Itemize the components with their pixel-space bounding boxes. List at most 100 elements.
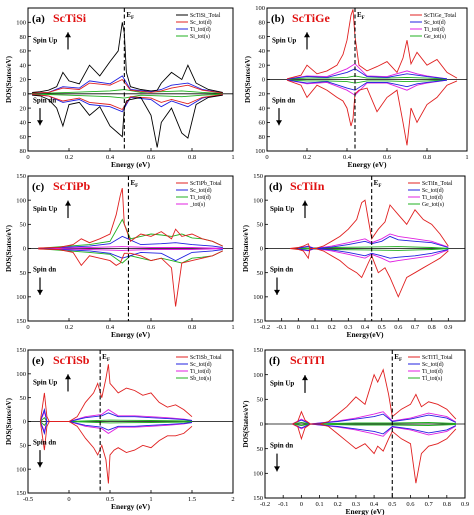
y-tick-label: 100: [253, 471, 263, 478]
series-line-dn: [286, 79, 448, 96]
x-tick-label: 0.8: [428, 324, 436, 331]
y-axis-label: DOS(States/eV): [244, 55, 252, 103]
fermi-label: EF: [102, 353, 110, 363]
x-tick-label: 0.7: [411, 324, 420, 331]
spin-up-arrow-head: [304, 32, 310, 38]
legend-label: Si_tot(s): [190, 33, 210, 40]
y-tick-label: 100: [16, 294, 26, 301]
y-tick-label: 80: [20, 34, 27, 41]
series-line-dn: [289, 248, 449, 298]
legend-label: Ge_tot(s): [424, 33, 446, 40]
x-tick-label: 0.4: [361, 324, 370, 331]
series-line-up: [286, 68, 448, 80]
x-tick-label: 0.2: [334, 501, 342, 508]
x-tick-label: 0: [265, 154, 268, 161]
fermi-label: EF: [130, 179, 138, 189]
x-tick-label: 0.1: [311, 324, 319, 331]
panel-6: -0.2 -0.1 0 0.1 0.2 0.3 0.4 0.5 0.6 0.7 0.8 0.9 150 1…: [242, 347, 469, 515]
y-tick-label: 0: [23, 246, 26, 253]
panel-title: ScTiIn: [290, 179, 325, 193]
y-axis-label: DOS(States/eV): [5, 55, 13, 103]
x-tick-label: 0.6: [406, 501, 415, 508]
legend-label: _tot(s): [189, 201, 205, 208]
spin-dn-label: Spin dn: [270, 266, 293, 274]
spin-dn-arrow-head: [37, 289, 43, 295]
y-tick-label: 0: [23, 91, 26, 98]
spin-up-label: Spin Up: [270, 380, 294, 388]
y-tick-label: 60: [20, 134, 27, 141]
x-tick-label: -0.1: [277, 324, 287, 331]
spin-up-arrow-head: [65, 200, 71, 206]
spin-up-arrow-head: [302, 200, 308, 206]
fermi-label: EF: [126, 11, 134, 21]
series-group: [292, 368, 457, 484]
y-tick-label: 60: [20, 48, 27, 55]
panel-3: 0 0.2 0.4 0.6 0.8 1 150 100 50 0 50 100 150 EF (c) ScTi…: [5, 173, 235, 339]
x-tick-label: 0: [26, 154, 29, 161]
y-axis-label: DOS(States/eV): [242, 400, 250, 448]
y-tick-label: 50: [20, 270, 27, 277]
y-tick-label: 150: [16, 347, 26, 354]
legend-label: ScTiPb_Total: [190, 181, 222, 187]
x-tick-label: 0.6: [147, 154, 156, 161]
series-line-dn: [32, 94, 223, 113]
legend-label: Ti_tot(d): [190, 26, 211, 33]
panel-title: ScTiSi: [53, 11, 87, 25]
series-line-up: [38, 187, 223, 249]
x-tick-label: 1: [149, 496, 152, 503]
x-axis-label: Energy (eV): [346, 507, 385, 515]
spin-dn-label: Spin dn: [33, 438, 56, 446]
spin-dn-label: Spin dn: [33, 266, 56, 274]
x-tick-label: 0: [300, 501, 303, 508]
series-line-dn: [32, 94, 223, 111]
legend-label: Sc_tot(d): [190, 19, 212, 26]
series-group: [286, 9, 458, 146]
x-tick-label: 0.8: [443, 501, 451, 508]
panel-letter: (e): [32, 355, 45, 367]
y-tick-label: 50: [257, 397, 264, 404]
spin-dn-arrow-head: [37, 120, 43, 126]
y-tick-label: 80: [259, 134, 266, 141]
y-tick-label: 100: [255, 148, 265, 155]
spin-dn-label: Spin dn: [270, 442, 293, 450]
series-line-up: [292, 422, 456, 425]
panel-title: ScTiSb: [53, 353, 90, 367]
y-tick-label: 100: [16, 20, 26, 27]
x-tick-label: 0.8: [188, 154, 196, 161]
series-line-dn: [286, 79, 448, 84]
series-line-up: [286, 9, 458, 80]
x-tick-label: 0.4: [370, 501, 379, 508]
y-tick-label: 20: [259, 62, 266, 69]
panel-title: ScTiGe: [292, 11, 330, 25]
y-tick-label: 50: [257, 222, 264, 229]
y-tick-label: 100: [255, 5, 265, 12]
x-tick-label: 0.6: [383, 154, 392, 161]
y-tick-label: 150: [16, 173, 26, 180]
series-line-up: [286, 63, 448, 80]
legend-label: Ge_tot(s): [422, 201, 444, 208]
y-tick-label: 150: [253, 495, 263, 502]
y-tick-label: 40: [20, 120, 27, 127]
y-tick-label: 150: [16, 490, 26, 497]
legend-label: Sc_tot(d): [190, 187, 212, 194]
y-tick-label: 150: [16, 318, 26, 325]
y-axis-label: DOS(States/eV): [5, 397, 13, 445]
panel-letter: (f): [269, 355, 280, 367]
y-tick-label: 40: [259, 105, 266, 112]
fermi-label: EF: [357, 11, 365, 21]
y-tick-label: 100: [253, 197, 263, 204]
legend-label: Tl_tot(s): [422, 375, 442, 382]
x-tick-label: 1.5: [188, 496, 196, 503]
x-tick-label: 0.6: [147, 324, 156, 331]
y-tick-label: 100: [16, 197, 26, 204]
series-line-up: [32, 78, 223, 94]
spin-dn-arrow-head: [274, 466, 280, 472]
x-tick-label: 2: [231, 496, 234, 503]
legend-label: Sc_tot(d): [424, 19, 446, 26]
spin-dn-label: Spin dn: [272, 96, 295, 104]
series-line-dn: [38, 248, 223, 307]
x-tick-label: 0.5: [388, 501, 396, 508]
panel-1: 0 0.2 0.4 0.6 0.8 1 80 60 40 20 0 20 40 60 80 100 EF (a) S…: [5, 7, 235, 169]
panel-5: -0.5 0 0.5 1 1.5 2 150 100 50 0 50 100 150 EF (e) ScTiS…: [5, 347, 235, 511]
